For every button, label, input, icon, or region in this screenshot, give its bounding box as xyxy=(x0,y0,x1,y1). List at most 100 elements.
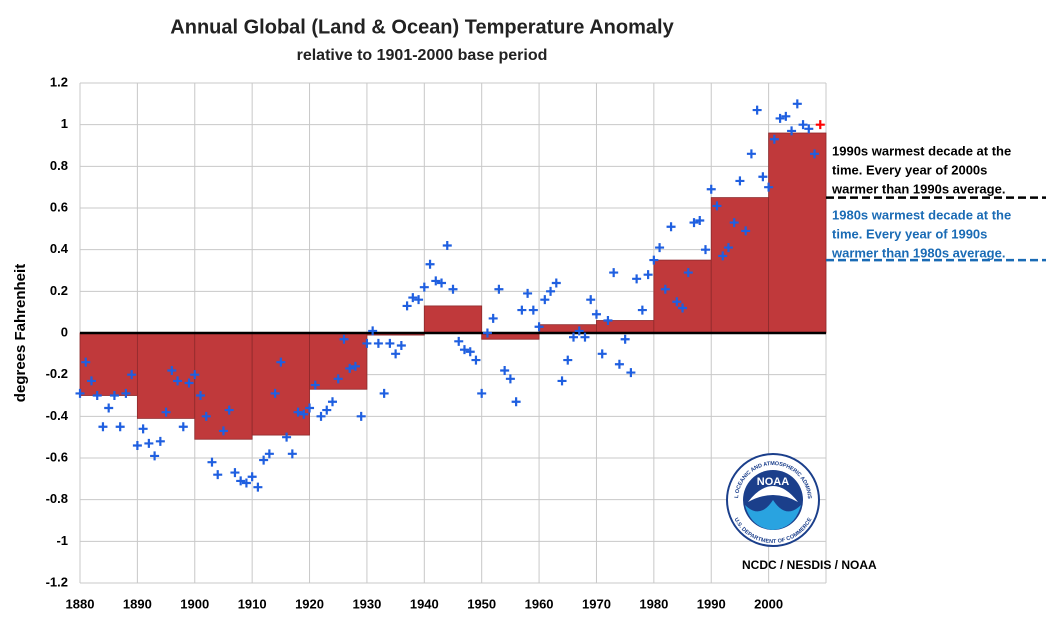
annual-point xyxy=(471,355,481,365)
annual-point xyxy=(442,241,452,250)
annual-point xyxy=(752,105,762,115)
annual-point xyxy=(718,251,728,261)
annual-point xyxy=(574,326,584,336)
annual-point xyxy=(196,391,206,400)
annual-point xyxy=(517,305,527,315)
annual-point xyxy=(218,426,228,436)
annual-point xyxy=(500,366,510,375)
x-tick-label: 1970 xyxy=(582,596,611,611)
annual-point xyxy=(477,388,487,398)
annual-point xyxy=(104,403,114,413)
x-tick-label: 1960 xyxy=(525,596,554,611)
x-tick-label: 1940 xyxy=(410,596,439,611)
annual-point xyxy=(448,284,458,294)
annual-point xyxy=(92,391,102,400)
decade-bar xyxy=(423,305,483,334)
annual-point xyxy=(792,99,802,109)
x-tick-label: 1950 xyxy=(467,596,496,611)
annual-point xyxy=(523,288,533,298)
annual-point xyxy=(723,243,733,253)
decade-bar xyxy=(710,197,770,334)
annual-point xyxy=(190,370,200,380)
annual-point xyxy=(729,218,739,228)
y-tick-label: 0 xyxy=(61,324,68,339)
x-tick-label: 1890 xyxy=(123,596,152,611)
annual-point xyxy=(201,411,211,421)
annual-point xyxy=(569,332,579,342)
annual-point xyxy=(580,332,590,342)
annual-point xyxy=(655,243,665,253)
annual-point xyxy=(305,403,315,413)
decade-bar xyxy=(136,332,196,419)
annual-point xyxy=(224,405,234,415)
annual-point xyxy=(379,388,389,398)
annual-point xyxy=(293,407,303,417)
annual-point xyxy=(373,338,383,348)
annual-point xyxy=(637,305,647,315)
annual-point xyxy=(75,388,85,398)
y-tick-label: -0.6 xyxy=(46,449,68,464)
annual-point xyxy=(534,322,544,332)
annual-point xyxy=(764,182,774,192)
annotation-text: warmer than 1990s average. xyxy=(831,181,1005,196)
annual-point xyxy=(482,328,492,338)
decade-bar xyxy=(79,332,138,396)
annual-point xyxy=(213,470,223,480)
annual-point xyxy=(603,316,613,325)
annotation-text: 1980s warmest decade at the xyxy=(832,207,1011,222)
x-tick-label: 1930 xyxy=(352,596,381,611)
annual-point xyxy=(609,268,619,278)
annual-point xyxy=(660,284,670,294)
annual-point xyxy=(712,201,722,211)
annual-point xyxy=(758,172,768,182)
annual-point xyxy=(287,449,297,459)
annual-point xyxy=(247,472,257,482)
annual-point xyxy=(815,120,825,130)
annual-point xyxy=(127,370,137,380)
annual-point xyxy=(167,366,177,375)
annual-point xyxy=(385,338,395,348)
annual-point xyxy=(173,376,183,386)
annual-point xyxy=(350,361,360,371)
x-tick-label: 1910 xyxy=(238,596,267,611)
annual-point xyxy=(672,297,682,307)
annual-point xyxy=(144,438,154,448)
annual-point xyxy=(666,222,676,232)
annual-point xyxy=(414,295,424,305)
annotation-text: 1990s warmest decade at the xyxy=(832,143,1011,158)
annual-point xyxy=(494,284,504,294)
annual-point xyxy=(109,391,119,400)
chart-subtitle: relative to 1901-2000 base period xyxy=(297,47,548,64)
annual-point xyxy=(253,482,263,492)
annual-point xyxy=(161,407,171,417)
y-tick-label: 0.4 xyxy=(50,241,69,256)
logo-wave xyxy=(745,500,801,530)
annual-point xyxy=(643,270,653,280)
x-tick-label: 1990 xyxy=(697,596,726,611)
annual-point xyxy=(270,388,280,398)
annual-point xyxy=(626,368,636,378)
annual-point xyxy=(591,309,601,319)
annual-point xyxy=(632,274,642,284)
annual-point xyxy=(781,111,791,121)
annual-point xyxy=(798,120,808,130)
annual-point xyxy=(391,349,401,359)
annual-point xyxy=(333,374,343,384)
x-tick-label: 1920 xyxy=(295,596,324,611)
annual-point xyxy=(511,397,521,407)
annual-point xyxy=(178,422,188,432)
annual-point xyxy=(368,326,378,336)
x-tick-label: 1980 xyxy=(639,596,668,611)
y-tick-label: 0.6 xyxy=(50,199,68,214)
annual-point xyxy=(735,176,745,186)
annual-point xyxy=(184,378,194,388)
annual-point xyxy=(431,276,441,286)
annual-point xyxy=(459,345,469,355)
annual-point xyxy=(614,359,624,369)
annual-point xyxy=(689,218,699,228)
annual-point xyxy=(155,436,165,446)
annual-point xyxy=(706,184,716,194)
annual-point xyxy=(649,255,659,265)
annual-point xyxy=(408,293,418,303)
